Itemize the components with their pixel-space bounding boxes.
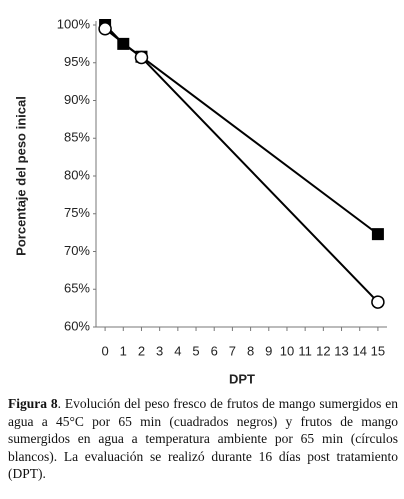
x-tick-label: 11 <box>298 343 312 358</box>
y-tick-label: 90% <box>64 92 90 107</box>
caption-text: . Evolución del peso fresco de frutos de… <box>8 396 398 481</box>
x-tick-label: 4 <box>174 343 181 358</box>
square-marker <box>371 228 384 241</box>
y-axis-label: Porcentaje del peso inical <box>13 96 28 256</box>
x-tick-label: 12 <box>316 343 330 358</box>
x-axis-label: DPT <box>229 371 255 386</box>
y-tick-label: 60% <box>64 318 90 333</box>
y-tick-label: 75% <box>64 205 90 220</box>
y-tick-label: 95% <box>64 54 90 69</box>
circle-marker <box>371 295 385 309</box>
series-line <box>104 27 379 303</box>
x-tick-label: 2 <box>138 343 145 358</box>
circle-marker <box>134 50 149 65</box>
x-tick-label: 3 <box>156 343 163 358</box>
x-tick-label: 9 <box>265 343 272 358</box>
y-tick-label: 80% <box>64 167 90 182</box>
caption: Figura 8. Evolución del peso fresco de f… <box>8 395 398 483</box>
y-tick-label: 85% <box>64 130 90 145</box>
x-tick-label: 0 <box>101 343 108 358</box>
x-tick-label: 15 <box>371 343 385 358</box>
x-tick-label: 6 <box>211 343 218 358</box>
x-tick-label: 7 <box>229 343 236 358</box>
y-tick-label: 100% <box>57 16 91 31</box>
x-tick-label: 10 <box>280 343 294 358</box>
x-tick-label: 14 <box>352 343 366 358</box>
x-tick-label: 5 <box>192 343 199 358</box>
x-tick-label: 8 <box>247 343 254 358</box>
chart: Porcentaje del peso inical DPT 60% 65% 70%… <box>13 16 387 386</box>
y-tick-label: 65% <box>64 281 90 296</box>
x-tick-label: 13 <box>334 343 348 358</box>
square-marker <box>117 37 130 50</box>
caption-label: Figura 8 <box>8 396 58 411</box>
x-tick-label: 1 <box>120 343 127 358</box>
y-tick-label: 70% <box>64 243 90 258</box>
circle-marker <box>98 22 112 36</box>
